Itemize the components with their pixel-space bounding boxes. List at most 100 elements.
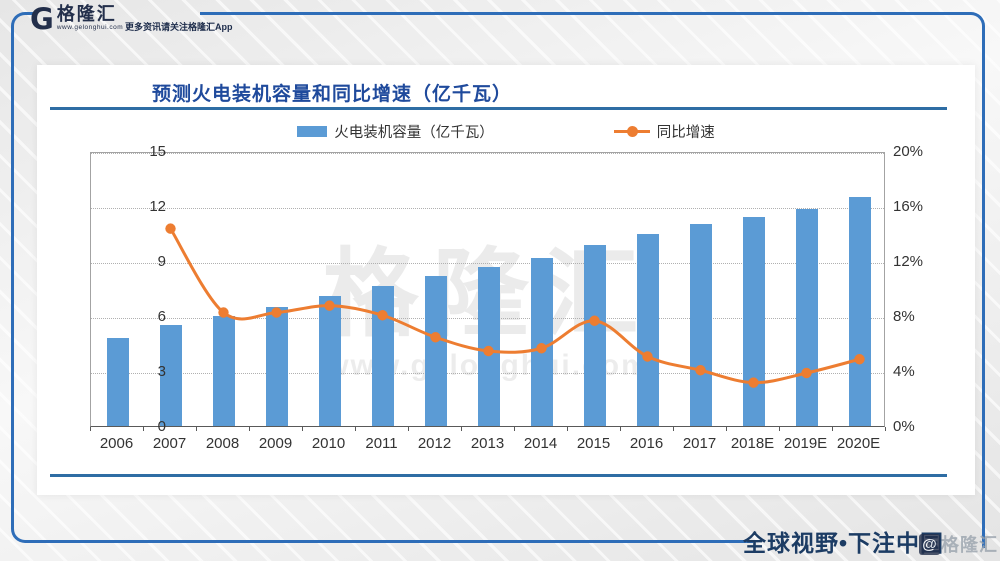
x-label-2020E: 2020E bbox=[836, 435, 881, 452]
bar-2015 bbox=[583, 245, 606, 426]
x-tick-mark bbox=[143, 427, 144, 431]
line-marker-dot bbox=[626, 126, 638, 137]
footer-watermark-text: 格隆汇 bbox=[941, 535, 998, 555]
x-label-2010: 2010 bbox=[311, 435, 346, 452]
x-label-2009: 2009 bbox=[258, 435, 293, 452]
bar-2009 bbox=[265, 306, 288, 426]
frame-bottom-line bbox=[30, 540, 753, 543]
left-tick-0: 0 bbox=[157, 418, 166, 435]
right-tick-12%: 12% bbox=[893, 253, 924, 270]
growth-line bbox=[169, 227, 860, 385]
x-tick-mark bbox=[302, 427, 303, 431]
growth-point bbox=[324, 300, 335, 311]
gelonghui-logo: G 格隆汇 www.gelonghui.com bbox=[30, 4, 123, 34]
line-series-swatch bbox=[613, 126, 650, 137]
left-tick-9: 9 bbox=[157, 253, 166, 270]
bar-2018E bbox=[742, 217, 765, 426]
x-tick-mark bbox=[461, 427, 462, 431]
x-label-2017: 2017 bbox=[682, 435, 717, 452]
x-tick-mark bbox=[673, 427, 674, 431]
growth-point bbox=[165, 223, 176, 234]
gridline-15 bbox=[91, 153, 884, 154]
x-label-2019E: 2019E bbox=[783, 435, 828, 452]
footer-watermark: @ 格隆汇 bbox=[919, 531, 998, 557]
bar-2007 bbox=[159, 325, 182, 426]
frame-top-right-bracket bbox=[200, 12, 985, 548]
x-tick-mark bbox=[885, 427, 886, 431]
growth-point bbox=[430, 332, 441, 343]
x-label-2015: 2015 bbox=[576, 435, 611, 452]
left-tick-15: 15 bbox=[149, 143, 166, 160]
legend-item-growth: 同比增速 bbox=[613, 121, 715, 142]
plot-area: 格隆汇 www.gelonghui.com bbox=[90, 152, 885, 427]
x-label-2011: 2011 bbox=[365, 435, 398, 452]
x-tick-mark bbox=[90, 427, 91, 431]
header-tagline: 更多资讯请关注格隆汇App bbox=[125, 22, 233, 32]
x-label-2008: 2008 bbox=[205, 435, 240, 452]
growth-point bbox=[218, 307, 229, 318]
x-tick-mark bbox=[726, 427, 727, 431]
growth-point bbox=[271, 307, 282, 318]
growth-point bbox=[536, 343, 547, 354]
bar-2017 bbox=[689, 224, 712, 426]
logo-brand-text: 格隆汇 bbox=[56, 4, 117, 24]
growth-line-layer bbox=[165, 223, 865, 388]
title-underline bbox=[50, 107, 947, 110]
x-tick-mark bbox=[196, 427, 197, 431]
x-tick-mark bbox=[249, 427, 250, 431]
growth-point bbox=[748, 377, 759, 388]
right-tick-4%: 4% bbox=[893, 363, 915, 380]
bar-2012 bbox=[424, 275, 447, 426]
growth-point bbox=[801, 367, 812, 379]
x-label-2012: 2012 bbox=[417, 435, 452, 452]
x-tick-mark bbox=[355, 427, 356, 431]
growth-point bbox=[642, 351, 653, 362]
left-tick-6: 6 bbox=[157, 308, 166, 325]
chart-panel: 预测火电装机容量和同比增速（亿千瓦） 火电装机容量（亿千瓦） 同比增速 格隆汇 … bbox=[37, 65, 975, 495]
bar-series-swatch bbox=[297, 126, 328, 137]
x-tick-mark bbox=[567, 427, 568, 431]
x-tick-mark bbox=[832, 427, 833, 431]
chart-legend: 火电装机容量（亿千瓦） 同比增速 bbox=[37, 121, 975, 142]
bar-2014 bbox=[530, 258, 553, 426]
bar-2020E bbox=[848, 196, 871, 426]
bar-2008 bbox=[212, 316, 235, 426]
gridline-12 bbox=[91, 208, 884, 209]
growth-point bbox=[589, 315, 600, 326]
right-tick-16%: 16% bbox=[893, 198, 924, 215]
footer-slogan: 全球视野•下注中国 bbox=[742, 530, 944, 556]
growth-point bbox=[483, 345, 494, 357]
at-icon: @ bbox=[919, 533, 940, 555]
left-tick-12: 12 bbox=[149, 198, 166, 215]
x-tick-mark bbox=[779, 427, 780, 431]
legend-bar-label: 火电装机容量（亿千瓦） bbox=[334, 125, 494, 141]
bar-2011 bbox=[371, 285, 394, 426]
logo-g-icon: G bbox=[30, 2, 54, 36]
x-label-2006: 2006 bbox=[99, 435, 134, 452]
x-tick-mark bbox=[514, 427, 515, 431]
legend-line-label: 同比增速 bbox=[656, 125, 715, 141]
right-tick-20%: 20% bbox=[893, 143, 924, 160]
growth-point bbox=[695, 365, 706, 376]
panel-bottom-rule bbox=[50, 474, 947, 477]
right-tick-0%: 0% bbox=[893, 418, 915, 435]
x-tick-mark bbox=[620, 427, 621, 431]
x-tick-mark bbox=[408, 427, 409, 431]
left-tick-3: 3 bbox=[157, 363, 166, 380]
x-label-2014: 2014 bbox=[523, 435, 558, 452]
x-label-2016: 2016 bbox=[629, 435, 664, 452]
bar-2010 bbox=[318, 295, 341, 426]
x-label-2013: 2013 bbox=[470, 435, 505, 452]
growth-point bbox=[854, 354, 865, 365]
x-label-2007: 2007 bbox=[152, 435, 187, 452]
logo-url-text: www.gelonghui.com bbox=[56, 24, 124, 31]
x-label-2018E: 2018E bbox=[730, 435, 775, 452]
legend-item-capacity: 火电装机容量（亿千瓦） bbox=[297, 121, 494, 142]
frame-left-bracket bbox=[11, 12, 35, 543]
right-tick-8%: 8% bbox=[893, 308, 915, 325]
growth-point bbox=[377, 310, 388, 321]
bar-2006 bbox=[106, 338, 129, 426]
bar-2016 bbox=[636, 233, 659, 426]
chart-title: 预测火电装机容量和同比增速（亿千瓦） bbox=[152, 84, 513, 105]
gridline-9 bbox=[91, 263, 884, 264]
